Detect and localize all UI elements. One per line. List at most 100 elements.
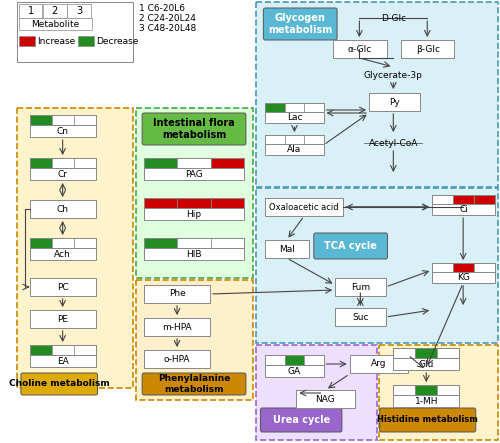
FancyBboxPatch shape [394,348,415,358]
Text: α-Glc: α-Glc [348,44,372,54]
Text: Metabolite: Metabolite [30,19,79,28]
FancyBboxPatch shape [52,238,74,248]
Text: 3 C48-20L48: 3 C48-20L48 [139,23,196,32]
FancyBboxPatch shape [284,135,304,144]
Text: Glycogen
metabolism: Glycogen metabolism [268,13,332,35]
Text: Glu: Glu [418,360,434,369]
FancyBboxPatch shape [256,345,377,440]
Bar [78,36,94,46]
FancyBboxPatch shape [144,208,244,220]
Text: D-Glc: D-Glc [381,13,406,23]
FancyBboxPatch shape [178,238,210,248]
Text: KG: KG [457,273,470,282]
Text: Phe: Phe [168,289,186,299]
FancyBboxPatch shape [144,238,178,248]
FancyBboxPatch shape [52,158,74,168]
Text: EA: EA [57,357,68,365]
FancyBboxPatch shape [474,195,495,204]
FancyBboxPatch shape [136,280,252,400]
FancyBboxPatch shape [17,108,134,388]
Text: o-HPA: o-HPA [164,354,190,364]
Text: 1-MH: 1-MH [414,396,438,405]
FancyBboxPatch shape [314,233,388,259]
Text: GA: GA [288,366,301,376]
Text: Suc: Suc [352,312,368,322]
Text: 1 C6-20L6: 1 C6-20L6 [139,4,185,12]
FancyBboxPatch shape [438,385,460,395]
FancyBboxPatch shape [432,204,495,215]
FancyBboxPatch shape [144,248,244,260]
FancyBboxPatch shape [144,285,210,303]
Text: Histidine metabolism: Histidine metabolism [378,416,478,424]
FancyBboxPatch shape [30,238,52,248]
Text: Ch: Ch [56,205,68,214]
FancyBboxPatch shape [144,318,210,336]
Text: Glycerate-3p: Glycerate-3p [364,70,423,79]
FancyBboxPatch shape [178,198,210,208]
FancyBboxPatch shape [68,4,91,18]
FancyBboxPatch shape [416,385,438,395]
FancyBboxPatch shape [266,365,324,377]
FancyBboxPatch shape [210,198,244,208]
FancyBboxPatch shape [264,8,337,40]
Text: TCA cycle: TCA cycle [324,241,377,251]
FancyBboxPatch shape [19,18,92,30]
FancyBboxPatch shape [438,348,460,358]
FancyBboxPatch shape [256,2,498,187]
Text: Phenylalanine
metabolism: Phenylalanine metabolism [158,374,230,394]
Text: Choline metabolism: Choline metabolism [9,380,110,389]
Text: Arg: Arg [371,360,386,369]
FancyBboxPatch shape [266,355,284,365]
Text: Cr: Cr [58,170,68,179]
FancyBboxPatch shape [19,4,42,18]
FancyBboxPatch shape [266,135,284,144]
FancyBboxPatch shape [52,115,74,125]
FancyBboxPatch shape [30,248,96,260]
FancyBboxPatch shape [333,40,386,58]
Text: Decrease: Decrease [96,36,139,46]
Text: PAG: PAG [185,170,203,179]
FancyBboxPatch shape [260,408,342,432]
Text: Py: Py [389,97,400,106]
FancyBboxPatch shape [266,144,324,155]
Text: m-HPA: m-HPA [162,323,192,331]
FancyBboxPatch shape [453,195,474,204]
FancyBboxPatch shape [266,103,284,112]
FancyBboxPatch shape [30,278,96,296]
FancyBboxPatch shape [394,395,460,407]
Text: Ach: Ach [54,249,71,259]
FancyBboxPatch shape [21,373,98,395]
FancyBboxPatch shape [379,345,498,440]
FancyBboxPatch shape [335,278,386,296]
Text: 2 C24-20L24: 2 C24-20L24 [139,13,196,23]
Text: PC: PC [57,283,68,291]
Text: Cn: Cn [56,127,68,136]
FancyBboxPatch shape [74,115,96,125]
FancyBboxPatch shape [474,263,495,272]
FancyBboxPatch shape [394,385,415,395]
Text: β-Glc: β-Glc [416,44,440,54]
FancyBboxPatch shape [52,345,74,355]
FancyBboxPatch shape [210,238,244,248]
FancyBboxPatch shape [74,345,96,355]
FancyBboxPatch shape [43,4,66,18]
Text: Ci: Ci [459,205,468,214]
FancyBboxPatch shape [17,2,134,62]
FancyBboxPatch shape [369,93,420,111]
Text: 2: 2 [52,6,58,16]
Text: Fum: Fum [351,283,370,291]
Text: Lac: Lac [286,113,302,122]
Text: 1: 1 [28,6,34,16]
FancyBboxPatch shape [304,355,324,365]
FancyBboxPatch shape [266,240,309,258]
FancyBboxPatch shape [142,113,246,145]
Text: Hip: Hip [186,210,202,218]
FancyBboxPatch shape [178,158,210,168]
Text: Acetyl-CoA: Acetyl-CoA [368,139,418,148]
FancyBboxPatch shape [401,40,454,58]
FancyBboxPatch shape [453,263,474,272]
Bar [19,36,34,46]
FancyBboxPatch shape [266,112,324,123]
FancyBboxPatch shape [144,350,210,368]
FancyBboxPatch shape [144,168,244,180]
